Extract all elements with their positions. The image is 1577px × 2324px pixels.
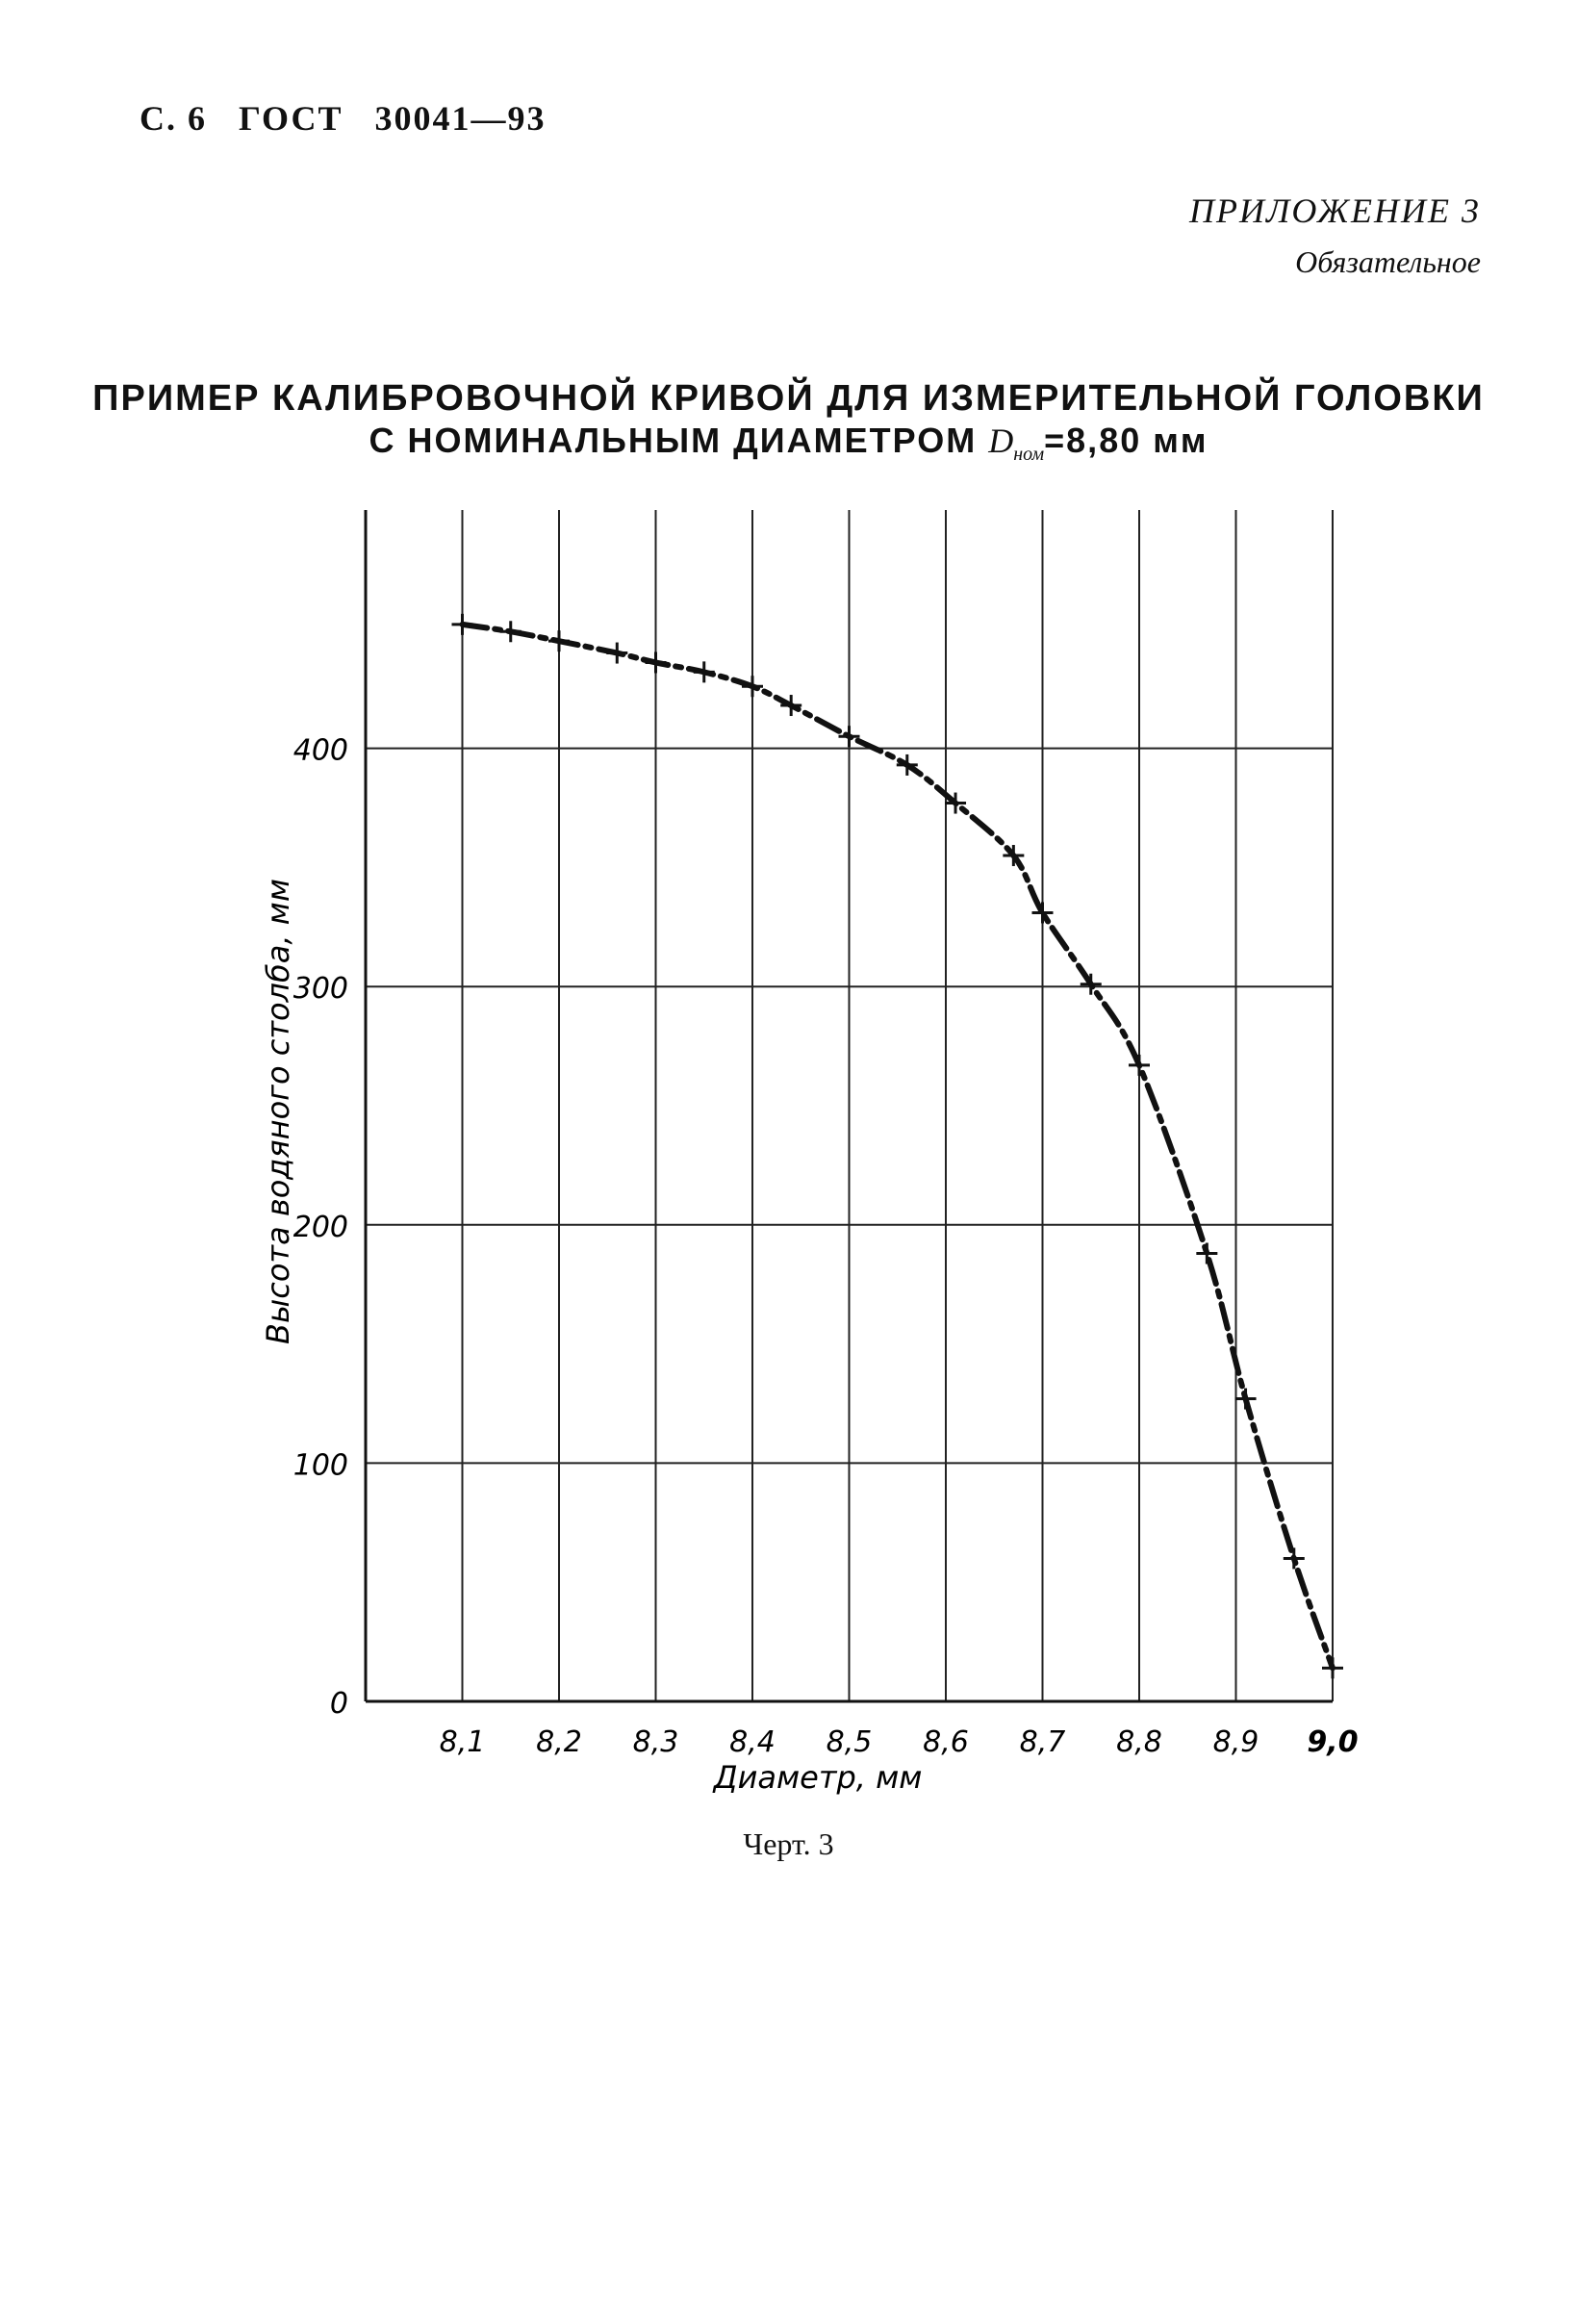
x-tick-label: 8,3: [633, 1725, 679, 1759]
x-tick-label: 9,0: [1307, 1725, 1358, 1759]
title-symbol: Dном: [988, 421, 1045, 466]
series-line: [459, 621, 1335, 1672]
title-line-2-suffix: =8,80 мм: [1044, 421, 1208, 460]
page-number: С. 6: [140, 99, 207, 138]
title-line-2: С НОМИНАЛЬНЫМ ДИАМЕТРОМ Dном=8,80 мм: [0, 420, 1577, 475]
x-tick-label: 8,7: [1020, 1725, 1066, 1759]
data-point-marker: [838, 726, 860, 748]
title-line-2-prefix: С НОМИНАЛЬНЫМ ДИАМЕТРОМ: [369, 421, 978, 460]
y-tick-label: 200: [293, 1211, 348, 1244]
x-tick-label: 8,4: [729, 1725, 776, 1759]
x-tick-label: 8,6: [923, 1725, 969, 1759]
appendix-label: ПРИЛОЖЕНИЕ 3: [1189, 192, 1481, 230]
title-symbol-subscript: ном: [1013, 444, 1045, 466]
title-line-1: ПРИМЕР КАЛИБРОВОЧНОЙ КРИВОЙ ДЛЯ ИЗМЕРИТЕ…: [92, 378, 1485, 419]
x-tick-label: 8,5: [827, 1725, 873, 1759]
figure-caption: Черт. 3: [743, 1826, 834, 1861]
data-point-marker: [1283, 1547, 1305, 1570]
appendix-block: ПРИЛОЖЕНИЕ 3 Обязательное: [1189, 191, 1481, 280]
y-tick-label: 400: [293, 734, 348, 768]
data-point-marker: [780, 695, 802, 717]
data-point-marker: [945, 792, 967, 814]
data-point-marker: [1129, 1054, 1150, 1076]
y-tick-label: 300: [293, 972, 348, 1006]
data-point-marker: [1031, 902, 1054, 924]
x-tick-label: 8,9: [1213, 1725, 1259, 1759]
y-tick-label: 100: [293, 1448, 348, 1482]
figure-title: ПРИМЕР КАЛИБРОВОЧНОЙ КРИВОЙ ДЛЯ ИЗМЕРИТЕ…: [0, 377, 1577, 475]
x-tick-label: 8,2: [536, 1725, 582, 1759]
x-tick-label: 8,1: [440, 1725, 486, 1759]
chart-grid: [366, 510, 1334, 1701]
data-point-marker: [896, 753, 918, 776]
x-tick-labels: 8,1 8,2 8,3 8,4 8,5 8,6 8,7 8,8 8,9 9,0: [440, 1725, 1359, 1759]
data-point-marker: [1080, 973, 1102, 995]
data-point-marker: [693, 661, 715, 683]
data-point-marker: [1003, 845, 1025, 867]
y-axis-label: Высота водяного столба, мм: [260, 879, 296, 1344]
x-tick-label: 8,8: [1116, 1725, 1162, 1759]
data-point-marker: [645, 651, 667, 674]
standard-name: ГОСТ: [239, 99, 343, 138]
running-header: С. 6 ГОСТ 30041—93: [140, 98, 567, 139]
y-tick-labels: 0 100 200 300 400: [293, 734, 348, 1721]
x-axis-label: Диаметр, мм: [712, 1759, 923, 1796]
standard-number: 30041—93: [374, 99, 547, 138]
data-point-marker: [1196, 1242, 1218, 1264]
data-point-marker: [451, 613, 473, 635]
data-point-marker: [606, 642, 628, 664]
data-point-marker: [1234, 1388, 1257, 1410]
data-point-marker: [548, 630, 570, 652]
data-point-marker: [742, 676, 763, 698]
chart-axes: [364, 510, 1333, 1703]
y-tick-label: 0: [330, 1687, 348, 1721]
calibration-series: [451, 613, 1343, 1679]
appendix-status: Обязательное: [1295, 244, 1481, 279]
data-point-marker: [1322, 1657, 1343, 1679]
data-point-marker: [499, 621, 521, 643]
